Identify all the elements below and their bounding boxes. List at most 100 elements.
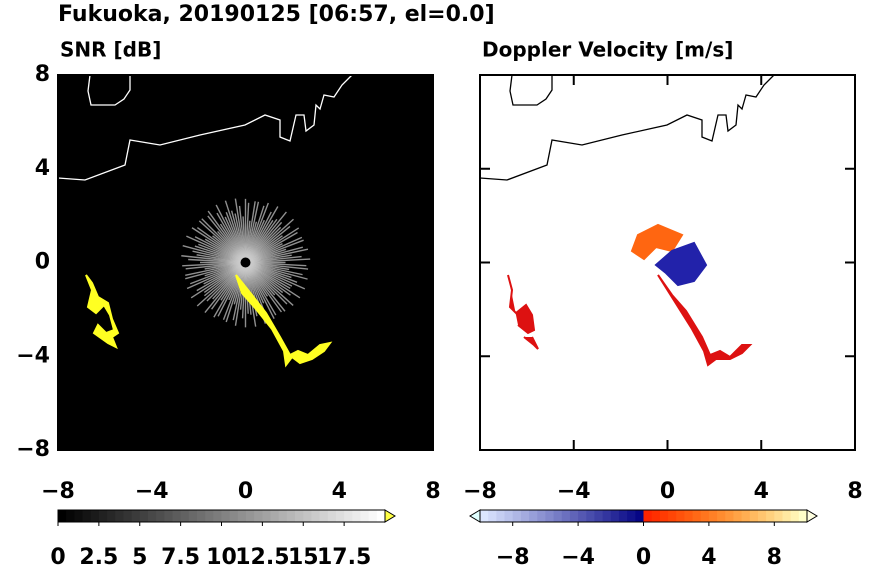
colorbar-cell — [545, 510, 555, 522]
x-tick-label: 8 — [847, 479, 862, 504]
echo — [654, 241, 708, 287]
colorbar-cell — [537, 510, 546, 522]
colorbar-cell — [569, 510, 579, 522]
x-tick-label: −8 — [41, 479, 75, 504]
colorbar-cell — [529, 510, 538, 522]
colorbar-cell — [123, 510, 133, 522]
colorbar-cell — [659, 510, 669, 522]
colorbar-cell — [741, 510, 751, 522]
colorbar-cell — [480, 510, 489, 522]
colorbar-cell — [782, 510, 792, 522]
colorbar-cell — [58, 510, 67, 522]
colorbar-cell — [561, 510, 571, 522]
colorbar-cell — [643, 510, 653, 522]
colorbar-cell — [700, 510, 710, 522]
colorbar-cell — [115, 510, 124, 522]
colorbar-extend — [384, 509, 396, 523]
x-tick-label: 0 — [238, 479, 253, 504]
x-tick-label: −8 — [463, 479, 497, 504]
colorbar-cell — [82, 510, 92, 522]
colorbar-cell — [327, 510, 337, 522]
colorbar-cell — [139, 510, 149, 522]
colorbar-cell — [164, 510, 173, 522]
colorbar-cell — [286, 510, 296, 522]
colorbar-tick-label: 0 — [636, 545, 651, 570]
colorbar-cell — [311, 510, 321, 522]
colorbar-cell — [708, 510, 718, 522]
colorbar-cell — [156, 510, 165, 522]
colorbar-cell — [594, 510, 604, 522]
y-tick-label: 4 — [35, 156, 50, 181]
colorbar-extend — [469, 509, 481, 523]
colorbar-cell — [790, 510, 800, 522]
x-tick-label: 4 — [332, 479, 347, 504]
echo — [235, 274, 333, 368]
colorbar-cell — [262, 510, 272, 522]
echoes — [507, 223, 753, 367]
colorbar-cell — [676, 510, 685, 522]
y-tick-label: 8 — [35, 62, 50, 87]
colorbar-tick-label: 4 — [701, 545, 716, 570]
y-tick-label: 0 — [35, 250, 50, 275]
colorbar-cell — [246, 510, 255, 522]
x-tick-label: 0 — [660, 479, 675, 504]
colorbar-tick-label: −4 — [561, 545, 595, 570]
colorbar-tick-label: 0 — [50, 545, 65, 570]
figure-title: Fukuoka, 20190125 [06:57, el=0.0] — [58, 2, 495, 27]
echo — [630, 223, 684, 261]
colorbar-cell — [578, 510, 587, 522]
colorbar-cell — [635, 510, 644, 522]
echo — [85, 274, 120, 350]
colorbar-cell — [684, 510, 694, 522]
colorbar-cell — [496, 510, 506, 522]
echoes — [85, 198, 333, 368]
colorbar-cell — [295, 510, 304, 522]
echo — [657, 274, 753, 367]
colorbar-tick-label: 12.5 — [235, 545, 289, 570]
colorbar-cell — [488, 510, 497, 522]
x-tick-label: −4 — [557, 479, 591, 504]
colorbar-cell — [107, 510, 116, 522]
colorbar-cell — [303, 510, 312, 522]
colorbar-cell — [221, 510, 231, 522]
colorbar-cell — [602, 510, 612, 522]
colorbar-cell — [725, 510, 734, 522]
colorbar-cell — [254, 510, 263, 522]
colorbar-cell — [66, 510, 75, 522]
colorbar-cell — [798, 510, 808, 522]
colorbar-tick-label: 15 — [288, 545, 319, 570]
echo — [507, 274, 539, 350]
y-tick-label: −8 — [16, 437, 50, 462]
colorbar-cell — [504, 510, 514, 522]
colorbar-cell — [335, 510, 345, 522]
colorbar-cell — [376, 510, 386, 522]
colorbar-tick-label: 5 — [132, 545, 147, 570]
x-tick-label: 8 — [425, 479, 440, 504]
colorbar-cell — [188, 510, 198, 522]
colorbar-cell — [344, 510, 353, 522]
colorbar-cell — [278, 510, 288, 522]
panel-label: Doppler Velocity [m/s] — [482, 38, 733, 62]
radar-site — [240, 257, 251, 268]
colorbar-cell — [270, 510, 280, 522]
colorbar-cell — [651, 510, 661, 522]
colorbar-tick-label: 7.5 — [161, 545, 200, 570]
colorbar-cell — [368, 510, 378, 522]
x-tick-label: 4 — [754, 479, 769, 504]
colorbar-cell — [352, 510, 361, 522]
colorbar-cell — [757, 510, 767, 522]
colorbar-cell — [512, 510, 522, 522]
colorbar-cell — [319, 510, 329, 522]
colorbar-cell — [196, 510, 206, 522]
colorbar-cell — [610, 510, 620, 522]
x-tick-label: −4 — [135, 479, 169, 504]
colorbar-cell — [131, 510, 141, 522]
colorbar-cell — [692, 510, 702, 522]
colorbar-cell — [237, 510, 247, 522]
colorbar-cell — [520, 510, 530, 522]
colorbar-tick-label: 2.5 — [79, 545, 118, 570]
colorbar-tick-label: −8 — [496, 545, 530, 570]
panel-label: SNR [dB] — [60, 38, 161, 62]
colorbar-cell — [98, 510, 108, 522]
colorbar-cell — [668, 510, 677, 522]
